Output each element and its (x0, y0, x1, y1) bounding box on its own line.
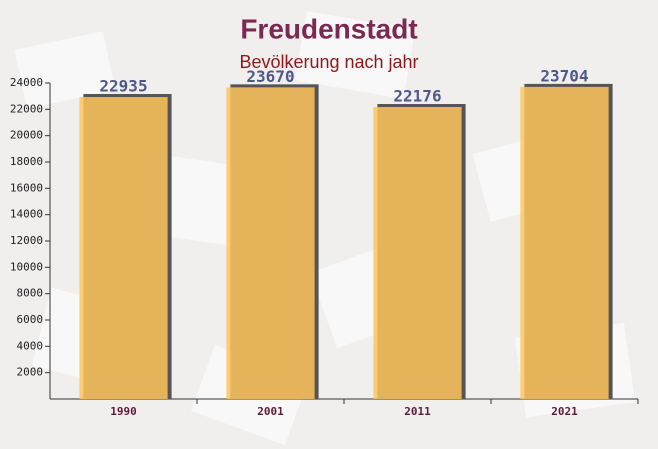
y-tick-label: 20000 (10, 129, 43, 142)
value-label: 23670 (246, 67, 294, 86)
chart-subtitle: Bevölkerung nach jahr (239, 52, 418, 72)
value-label: 22935 (99, 77, 147, 96)
x-tick-label: 1990 (110, 405, 137, 418)
x-tick-label: 2001 (257, 405, 284, 418)
bar (79, 97, 168, 400)
bar (520, 86, 609, 399)
y-tick-label: 22000 (10, 102, 43, 115)
y-tick-label: 4000 (17, 339, 44, 352)
y-tick-label: 18000 (10, 155, 43, 168)
y-tick-label: 2000 (17, 366, 44, 379)
x-tick-label: 2021 (551, 405, 578, 418)
x-tick-label: 2011 (404, 405, 431, 418)
y-tick-label: 16000 (10, 181, 43, 194)
chart-title: Freudenstadt (240, 13, 417, 44)
value-label: 23704 (540, 66, 588, 85)
y-tick-label: 24000 (10, 76, 43, 89)
y-tick-label: 8000 (17, 287, 44, 300)
bar (226, 87, 315, 399)
y-tick-label: 6000 (17, 313, 44, 326)
bar (373, 107, 462, 400)
y-tick-label: 14000 (10, 208, 43, 221)
y-tick-label: 10000 (10, 260, 43, 273)
value-label: 22176 (393, 87, 441, 106)
y-tick-label: 12000 (10, 234, 43, 247)
